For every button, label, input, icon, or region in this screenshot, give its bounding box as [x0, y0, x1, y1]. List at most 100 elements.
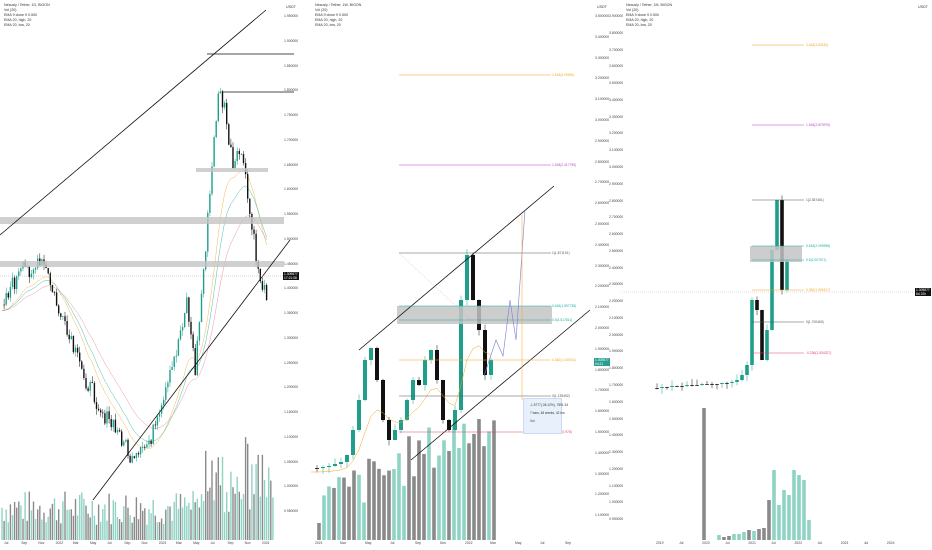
price-axis-label: 3.200000 [609, 131, 624, 136]
price-axis-label: 1.300000 [284, 335, 299, 340]
price-axis-label: 2.100000 [595, 305, 610, 310]
monthly-chart-svg[interactable] [622, 0, 932, 550]
daily-volume-bar [3, 520, 5, 540]
daily-candle [49, 273, 51, 285]
daily-candle [110, 419, 112, 428]
daily-candle [226, 102, 228, 125]
daily-candle [53, 292, 56, 294]
chart-panel-daily[interactable]: Nexusly / Tether, 1D, BIGON Vol (20) EMA 9… [0, 0, 310, 550]
monthly-legend: Nexusly / Tether, 1M, BIGON Vol (20) EMA 9… [626, 3, 672, 28]
price-axis-label: 2.100000 [609, 315, 624, 320]
price-axis-label: 1.000000 [284, 484, 299, 489]
price-axis-label: 2.800000 [609, 198, 624, 203]
price-axis-label: 1.050000 [284, 459, 299, 464]
weekly-fib-label: 0(1.139492) [552, 394, 570, 398]
daily-candle [127, 439, 129, 456]
price-axis-label: 1.800000 [609, 366, 624, 371]
daily-candle [148, 440, 150, 445]
daily-candle [62, 316, 64, 317]
weekly-volume-bar [387, 470, 391, 540]
weekly-dotted-line [398, 252, 472, 321]
monthly-price-tag: 1.309877 8d 22h [915, 288, 931, 296]
daily-volume-bar [51, 503, 54, 540]
monthly-candle [780, 200, 784, 290]
chart-panel-monthly[interactable]: Nexusly / Tether, 1M, BIGON Vol (20) EMA 9… [609, 0, 932, 550]
monthly-fib-label: 1.618(2.870979) [806, 123, 831, 127]
price-axis-label: 3.100000 [595, 97, 610, 102]
monthly-candle [785, 260, 789, 290]
daily-candle [121, 431, 123, 446]
time-axis-label: Jul [679, 541, 684, 545]
tooltip-bars: 7 bars, 48 weeks, 42 hrs [530, 411, 565, 415]
daily-candle [177, 339, 180, 356]
daily-candle [3, 304, 5, 306]
measure-tooltip: -1.5777(-36.12%), 7591.34 7 bars, 48 wee… [523, 398, 568, 434]
daily-volume-bar [74, 498, 77, 540]
daily-volume-bar [121, 522, 123, 540]
daily-volume-bar [39, 505, 41, 540]
daily-channel-lower [92, 239, 291, 501]
price-axis-label: 2.500000 [609, 248, 624, 253]
weekly-chart-svg[interactable] [311, 0, 621, 550]
daily-volume-bar [26, 520, 28, 540]
daily-candle [106, 411, 108, 424]
daily-volume-bar [160, 518, 163, 540]
daily-candle [131, 456, 133, 463]
weekly-candle [453, 410, 457, 430]
monthly-volume-bar [807, 520, 811, 540]
monthly-candle [730, 382, 734, 383]
daily-candle [13, 277, 16, 289]
time-axis-label: Nov [440, 541, 447, 545]
weekly-volume-bar [432, 467, 436, 540]
price-axis-label: 3.000000 [595, 118, 610, 122]
daily-volume-bar [152, 499, 154, 540]
daily-candle [30, 273, 33, 278]
weekly-volume-bar [427, 427, 431, 540]
daily-volume-bar [49, 508, 51, 540]
daily-price-tag: 1.309877 17:21:08 [283, 272, 299, 280]
daily-volume-bar [175, 493, 177, 540]
daily-volume-bar [112, 500, 114, 540]
monthly-volume-bar [747, 530, 751, 540]
daily-volume-bar [28, 491, 30, 540]
time-axis-label: Jul [725, 541, 730, 545]
price-axis-label: 1.550000 [284, 212, 299, 217]
daily-candle [18, 271, 20, 277]
daily-candle [223, 102, 226, 108]
weekly-volume-bar [402, 485, 406, 540]
daily-volume-bar [64, 491, 66, 540]
daily-volume-bar [219, 485, 222, 540]
time-axis-label: 2023 [158, 541, 167, 545]
daily-candle [202, 269, 205, 294]
price-axis-label: 1.500000 [595, 430, 610, 434]
daily-volume-bar [1, 507, 3, 540]
daily-volume-bar [133, 516, 135, 540]
daily-chart-svg[interactable] [0, 0, 310, 550]
time-axis-label: Jul [817, 541, 822, 545]
daily-candle [169, 369, 171, 383]
daily-zone-lower [0, 261, 284, 267]
daily-volume-bar [142, 510, 144, 540]
daily-volume-bar [192, 490, 194, 540]
monthly-candle [775, 200, 779, 250]
monthly-currency: USDT [918, 5, 928, 9]
time-axis-label: 2019 [656, 541, 664, 545]
daily-volume-bar [242, 493, 245, 540]
weekly-volume-bar [457, 447, 461, 540]
chart-panel-weekly[interactable]: Nexusly / Tether, 1W, BIGON Vol (20) EMA 9… [311, 0, 621, 550]
daily-volume-bar [205, 450, 207, 540]
monthly-candle [695, 385, 699, 386]
daily-volume-bar [249, 509, 251, 540]
weekly-volume-bar [377, 468, 381, 540]
daily-volume-bar [188, 502, 190, 540]
monthly-candle [745, 365, 749, 375]
price-axis-label: 1.650000 [284, 162, 299, 167]
price-axis-label: 2.800000 [595, 159, 610, 164]
daily-volume-bar [81, 492, 83, 540]
daily-volume-bar [118, 519, 121, 540]
daily-candle [238, 151, 240, 155]
daily-candle [47, 268, 49, 274]
daily-candle [64, 316, 66, 322]
legend-line: Nexusly / Tether, 1M, BIGON [626, 3, 673, 7]
daily-candle [51, 284, 54, 293]
